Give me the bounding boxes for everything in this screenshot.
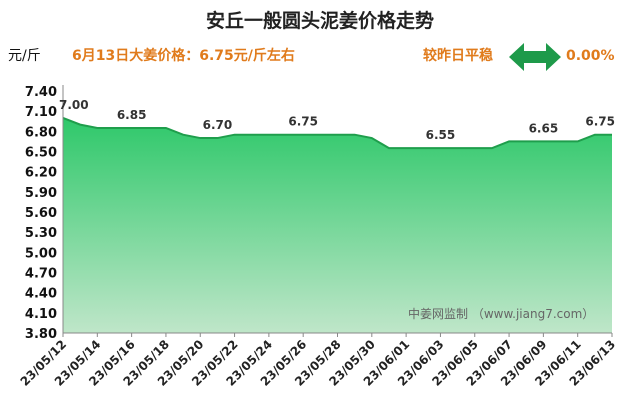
data-label: 7.00 <box>59 98 89 112</box>
data-label: 6.70 <box>203 118 233 132</box>
compare-label: 较昨日平稳 <box>423 47 493 64</box>
watermark: 中姜网监制 （www.jiang7.com） <box>408 306 594 321</box>
y-axis: 3.80 4.10 4.40 4.70 5.00 5.30 5.60 5.90 6.20 6.50… <box>25 85 64 342</box>
y-tick-label: 6.80 <box>25 125 57 140</box>
data-labels: 7.00 6.85 6.70 6.75 6.55 6.65 6.75 <box>59 98 615 142</box>
data-label: 6.65 <box>529 121 559 135</box>
plot-area <box>62 116 612 333</box>
price-note: 6月13日大姜价格：6.75元/斤左右 <box>72 47 295 64</box>
y-tick-label: 6.20 <box>25 166 57 181</box>
y-tick-label: 5.90 <box>25 186 57 201</box>
y-tick-label: 5.30 <box>25 226 57 241</box>
data-label: 6.75 <box>585 115 615 129</box>
y-tick-label: 7.10 <box>25 105 57 120</box>
data-label: 6.85 <box>117 108 147 122</box>
data-label: 6.55 <box>426 128 456 142</box>
y-tick-label: 4.10 <box>25 307 57 322</box>
price-area <box>63 117 612 333</box>
y-tick-label: 4.70 <box>25 267 57 282</box>
y-tick-label: 7.40 <box>25 85 57 100</box>
y-tick-label: 4.40 <box>25 287 57 302</box>
chart-title: 安丘一般圆头泥姜价格走势 <box>206 9 434 32</box>
left-right-arrow-icon <box>509 43 561 71</box>
y-tick-label: 5.60 <box>25 206 57 221</box>
data-label: 6.75 <box>288 115 318 129</box>
x-axis: 23/05/1223/05/1423/05/1623/05/1823/05/20… <box>18 332 618 389</box>
y-tick-label: 3.80 <box>25 327 57 342</box>
compare-value: 0.00% <box>566 48 615 64</box>
y-tick-label: 5.00 <box>25 246 57 261</box>
y-tick-label: 6.50 <box>25 146 57 161</box>
price-line <box>62 116 612 150</box>
y-axis-unit: 元/斤 <box>8 48 41 64</box>
